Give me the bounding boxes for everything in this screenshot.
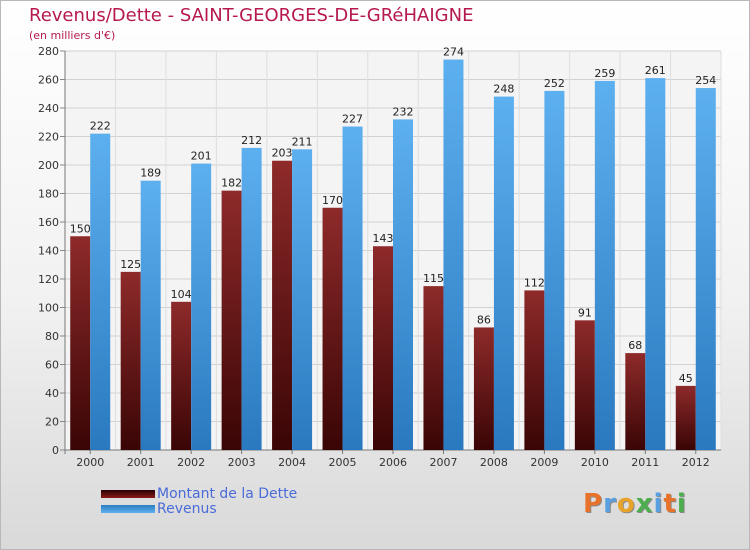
data-label-dette: 203 (272, 147, 293, 160)
bar-revenus (443, 59, 464, 451)
data-label-dette: 125 (120, 258, 141, 271)
y-tick-label: 220 (38, 131, 59, 144)
y-tick-label: 180 (38, 188, 59, 201)
x-tick-label: 2007 (429, 456, 457, 469)
x-tick-label: 2005 (329, 456, 357, 469)
bar-dette (423, 286, 444, 450)
bar-dette (70, 236, 91, 450)
data-label-revenus: 211 (292, 135, 313, 148)
data-label-dette: 182 (221, 177, 242, 190)
logo-letter: o (616, 489, 636, 519)
proxiti-logo: Proxiti (583, 489, 687, 519)
data-label-revenus: 252 (544, 77, 565, 90)
bar-dette (221, 190, 242, 450)
y-tick-label: 80 (45, 330, 59, 343)
chart-title: Revenus/Dette - SAINT-GEORGES-DE-GRéHAIG… (29, 5, 474, 26)
y-tick-label: 120 (38, 273, 59, 286)
bar-revenus (90, 133, 111, 450)
y-tick-label: 240 (38, 102, 59, 115)
x-tick-label: 2002 (177, 456, 205, 469)
data-label-dette: 68 (628, 339, 642, 352)
legend-swatch-revenus (101, 505, 155, 513)
logo-letter: i (653, 489, 664, 519)
data-label-revenus: 248 (493, 83, 514, 96)
data-label-dette: 115 (423, 272, 444, 285)
data-label-revenus: 274 (443, 46, 464, 59)
x-tick-label: 2008 (480, 456, 508, 469)
logo-letter: P (583, 489, 604, 519)
data-label-revenus: 201 (191, 150, 212, 163)
data-label-revenus: 227 (342, 113, 363, 126)
bar-dette (574, 320, 595, 450)
legend-label-dette: Montant de la Dette (157, 486, 298, 502)
x-tick-label: 2003 (228, 456, 256, 469)
x-tick-label: 2009 (530, 456, 558, 469)
data-label-dette: 112 (524, 276, 545, 289)
y-tick-label: 100 (38, 302, 59, 315)
legend-swatch-dette (101, 490, 155, 498)
bar-revenus (695, 88, 716, 451)
chart-subtitle: (en milliers d'€) (29, 29, 116, 42)
y-tick-label: 140 (38, 245, 59, 258)
bar-dette (322, 207, 343, 450)
y-tick-label: 200 (38, 159, 59, 172)
legend-label-revenus: Revenus (157, 501, 217, 517)
data-label-dette: 143 (373, 232, 394, 245)
bar-dette (675, 385, 696, 450)
logo-letter: t (663, 489, 677, 519)
logo-letter: x (635, 489, 654, 519)
logo-letter: r (603, 489, 617, 519)
bar-dette (120, 271, 141, 450)
bar-dette (373, 246, 393, 450)
x-tick-label: 2006 (379, 456, 407, 469)
data-label-dette: 45 (679, 372, 693, 385)
bar-revenus (191, 163, 212, 450)
x-tick-label: 2010 (581, 456, 609, 469)
bar-revenus (292, 149, 313, 450)
x-tick-label: 2004 (278, 456, 306, 469)
x-tick-label: 2001 (127, 456, 155, 469)
bar-revenus (493, 96, 514, 450)
bar-revenus (342, 126, 363, 451)
data-label-dette: 86 (477, 313, 491, 326)
bar-dette (473, 327, 494, 450)
bar-revenus (544, 90, 565, 451)
data-label-revenus: 261 (645, 64, 666, 77)
bar-dette (272, 160, 293, 450)
y-tick-label: 280 (38, 45, 59, 58)
x-tick-label: 2000 (76, 456, 104, 469)
data-label-revenus: 259 (594, 67, 615, 80)
data-label-revenus: 222 (90, 120, 111, 133)
data-label-revenus: 189 (140, 167, 161, 180)
y-tick-label: 260 (38, 74, 59, 87)
bar-revenus (140, 180, 161, 451)
x-tick-label: 2011 (631, 456, 659, 469)
data-label-dette: 104 (171, 288, 192, 301)
bar-dette (524, 290, 545, 450)
bar-revenus (393, 119, 413, 451)
data-label-revenus: 254 (695, 74, 716, 87)
y-tick-label: 60 (45, 359, 59, 372)
y-tick-label: 0 (52, 444, 59, 457)
data-label-dette: 91 (578, 306, 592, 319)
logo-letter: i (676, 489, 687, 519)
y-tick-label: 40 (45, 387, 59, 400)
y-tick-label: 160 (38, 216, 59, 229)
bar-revenus (241, 147, 262, 450)
bar-revenus (594, 80, 615, 451)
bar-dette (625, 353, 646, 450)
x-tick-label: 2012 (682, 456, 710, 469)
y-tick-label: 20 (45, 416, 59, 429)
bar-dette (171, 301, 192, 450)
data-label-revenus: 232 (393, 105, 414, 118)
bar-revenus (645, 78, 666, 450)
data-label-dette: 150 (70, 222, 91, 235)
data-label-dette: 170 (322, 194, 343, 207)
data-label-revenus: 212 (241, 134, 262, 147)
